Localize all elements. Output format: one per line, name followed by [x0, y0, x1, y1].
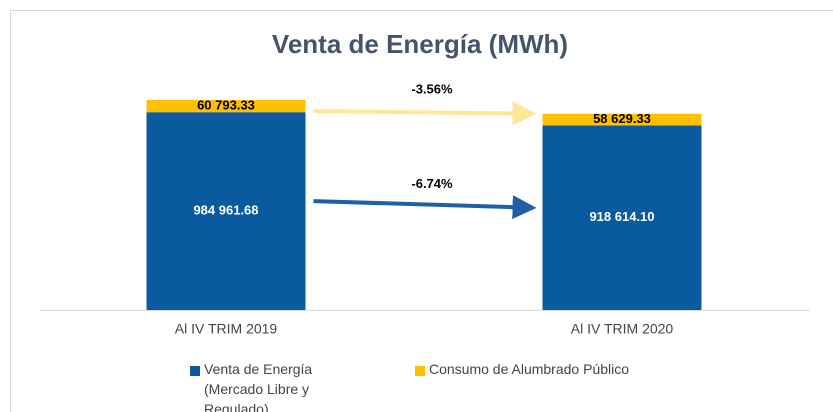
bar-segment — [146, 100, 306, 113]
annotation-arrow — [313, 195, 537, 220]
legend-label: Venta de Energía (Mercado Libre y Regula… — [204, 361, 313, 412]
x-tick-label: Al IV TRIM 2020 — [571, 321, 674, 337]
legend-item: Venta de Energía (Mercado Libre y Regula… — [190, 361, 350, 412]
data-label: 58 629.33 — [593, 111, 651, 126]
legend-swatch — [415, 366, 425, 376]
legend-item: Consumo de Alumbrado Público — [415, 361, 715, 379]
data-label: 918 614.10 — [589, 209, 654, 224]
bar-segment — [146, 112, 306, 310]
bar-segment — [542, 113, 702, 126]
annotation: -6.74% — [411, 176, 453, 191]
annotation-arrow — [313, 101, 537, 126]
annotation: -3.56% — [411, 81, 453, 96]
chart-border — [10, 10, 833, 412]
bar-segment — [542, 125, 702, 310]
chart-title: Venta de Energía (MWh) — [272, 29, 568, 59]
x-tick-label: Al IV TRIM 2019 — [175, 321, 278, 337]
legend-label: Consumo de Alumbrado Público — [429, 361, 630, 377]
legend-swatch — [190, 366, 200, 376]
data-label: 984 961.68 — [193, 203, 258, 218]
data-label: 60 793.33 — [197, 98, 255, 113]
